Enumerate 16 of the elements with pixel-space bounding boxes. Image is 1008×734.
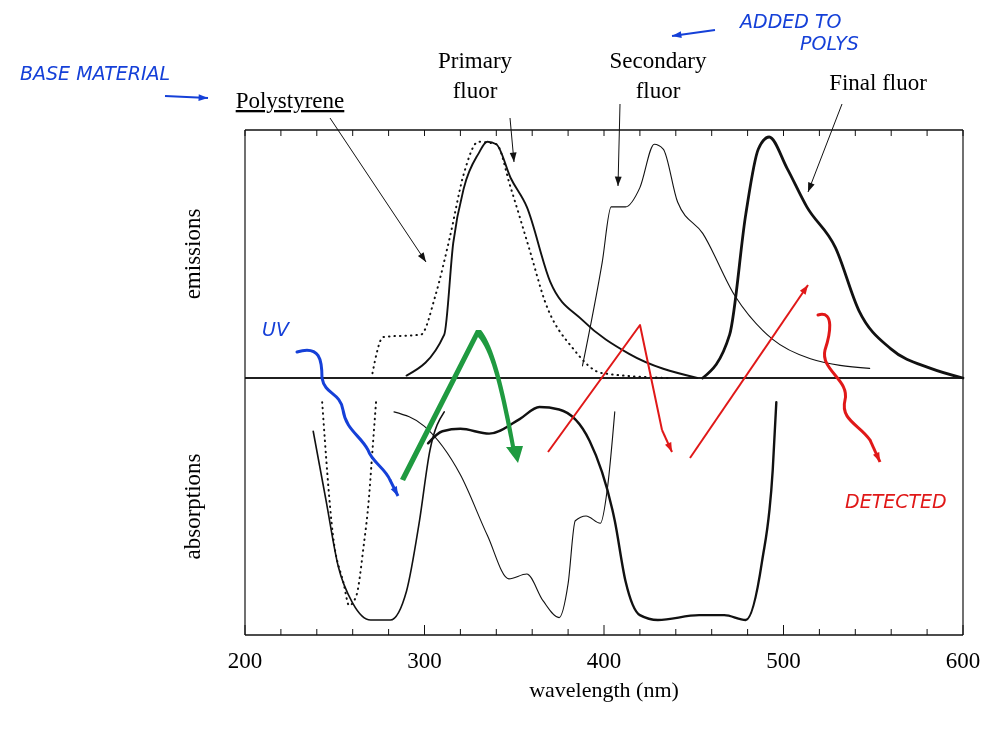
x-tick-label: 600 <box>945 648 981 673</box>
y-axis-title: emissions <box>180 208 205 300</box>
x-tick-label: 300 <box>407 648 442 673</box>
text: Polystyrene <box>235 88 345 113</box>
x-tick-label: 400 <box>586 648 622 673</box>
text: ADDED TO POLYS <box>738 10 859 54</box>
x-axis-title: wavelength (nm) <box>529 677 679 702</box>
text: BASE MATERIAL <box>20 62 171 84</box>
text: Secondary fluor <box>609 48 708 103</box>
annotation: UV <box>262 318 291 340</box>
text: Final fluor <box>829 70 928 95</box>
series-label: Primary fluor <box>437 48 513 103</box>
x-tick-label: 500 <box>766 648 801 673</box>
annotation: DETECTED <box>845 490 947 512</box>
x-tick-label: 200 <box>227 648 263 673</box>
y-axis-title: absorptions <box>180 453 205 560</box>
